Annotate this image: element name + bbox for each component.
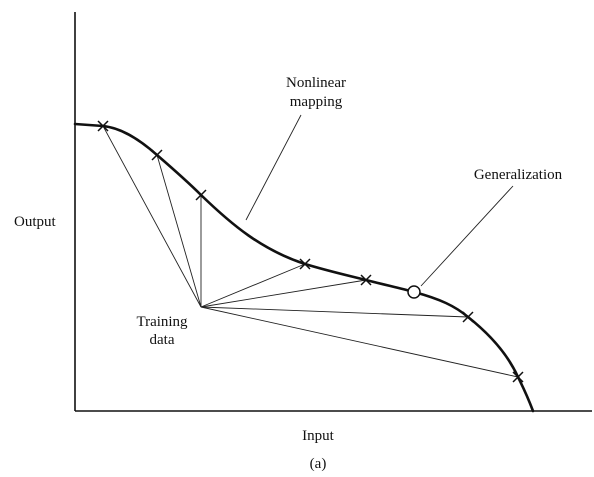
training-point-marker bbox=[360, 274, 372, 286]
nonlinear-mapping-curve bbox=[73, 122, 535, 413]
generalization-point-marker bbox=[407, 285, 421, 299]
training-point-marker bbox=[97, 120, 109, 132]
nonlinear-pointer-line bbox=[245, 114, 302, 221]
figure-caption: (a) bbox=[310, 456, 327, 472]
training-line-1 bbox=[102, 125, 202, 308]
training-line-7 bbox=[200, 306, 519, 378]
generalization-label: Generalization bbox=[474, 167, 563, 183]
training-line-6 bbox=[200, 306, 469, 318]
generalization-pointer-line bbox=[420, 185, 514, 287]
x-axis-label: Input bbox=[302, 428, 334, 444]
nonlinear-label-line2: mapping bbox=[290, 94, 343, 110]
training-line-2 bbox=[156, 154, 202, 308]
y-axis-label: Output bbox=[14, 214, 57, 230]
training-point-marker bbox=[195, 189, 207, 201]
training-lines bbox=[102, 125, 519, 378]
training-point-marker bbox=[512, 371, 524, 383]
nonlinear-label-line1: Nonlinear bbox=[286, 75, 346, 91]
training-point-marker bbox=[299, 258, 311, 270]
training-point-marker bbox=[462, 311, 474, 323]
training-point-marker bbox=[151, 149, 163, 161]
training-label-line1: Training bbox=[136, 314, 188, 330]
training-label-line2: data bbox=[150, 332, 175, 348]
training-markers bbox=[97, 120, 524, 383]
training-line-4 bbox=[200, 263, 306, 308]
training-line-5 bbox=[200, 279, 367, 308]
